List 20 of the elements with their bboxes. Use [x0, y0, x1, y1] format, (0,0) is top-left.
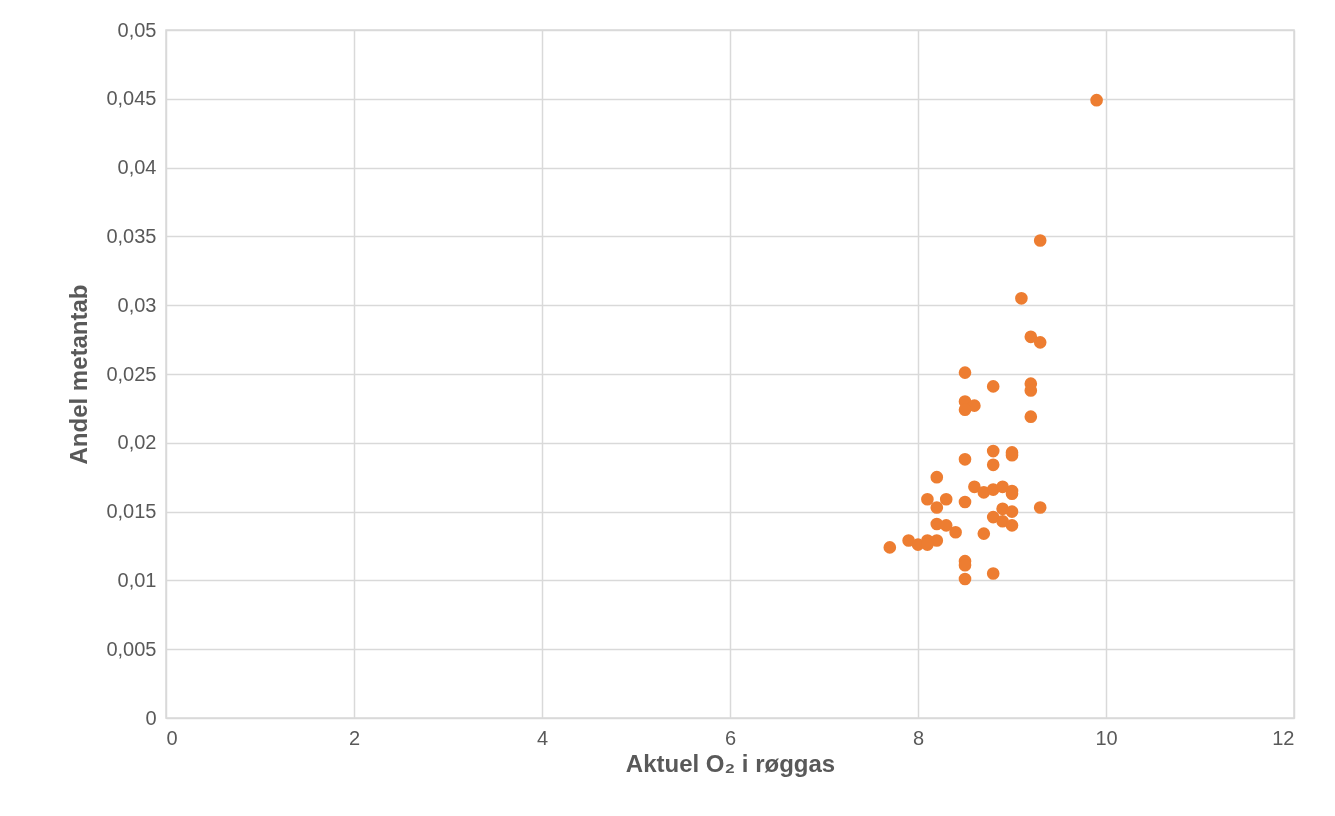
y-axis-title: Andel metantab — [65, 284, 93, 465]
x-tick-label: 0 — [166, 726, 178, 749]
x-tick-label: 6 — [724, 726, 737, 749]
y-tick-label: 0,035 — [106, 224, 157, 247]
x-axis-title: Aktuel O₂ i røggas — [625, 749, 836, 777]
y-tick-label: 0,025 — [106, 362, 157, 385]
x-tick-label: 12 — [1272, 726, 1295, 749]
y-tick-label: 0,04 — [117, 156, 157, 179]
y-tick-label: 0,015 — [106, 500, 157, 523]
x-tick-label: 2 — [348, 726, 361, 749]
x-tick-label: 4 — [536, 726, 549, 749]
y-tick-label: 0,03 — [117, 293, 157, 316]
y-tick-label: 0,045 — [106, 87, 157, 110]
x-tick-label: 10 — [1095, 726, 1118, 749]
y-tick-label: 0 — [145, 706, 157, 729]
y-tick-label: 0,05 — [117, 18, 157, 41]
y-tick-label: 0,02 — [117, 431, 157, 454]
y-tick-label: 0,01 — [117, 568, 157, 591]
y-tick-label: 0,005 — [106, 637, 157, 660]
x-tick-label: 8 — [912, 726, 925, 749]
